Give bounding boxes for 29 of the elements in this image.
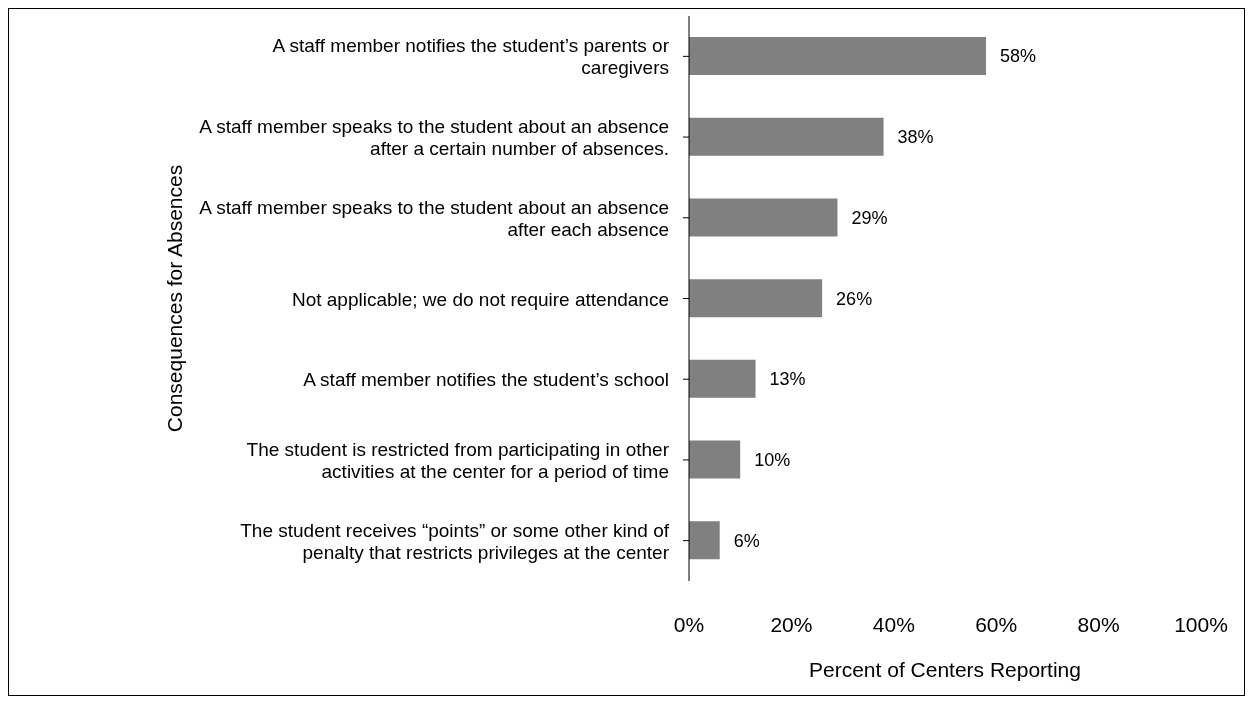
- bar: [689, 37, 986, 75]
- x-tick-label: 40%: [872, 612, 915, 636]
- bar: [689, 440, 741, 479]
- y-tick-label: A staff member notifies the student’s school: [303, 368, 669, 390]
- y-tick-label: A staff member speaks to the student about an absence after each absence: [199, 196, 669, 240]
- y-tick-label: A staff member speaks to the student about an absence after a certain number of absences.: [199, 115, 669, 159]
- x-tick-label: 0%: [673, 612, 705, 636]
- y-tick-label: The student is restricted from participating in other activities at the center for a period of time: [246, 438, 670, 482]
- x-tick-label: 20%: [770, 612, 813, 636]
- bar: [689, 521, 720, 560]
- bar: [689, 117, 884, 156]
- x-tick-label: 60%: [975, 612, 1018, 636]
- y-axis-title: Consequences for Absences: [163, 164, 187, 433]
- x-axis-title: Percent of Centers Reporting: [809, 658, 1081, 681]
- data-label: 26%: [836, 288, 873, 309]
- data-label: 58%: [999, 46, 1036, 67]
- y-tick-label: Not applicable; we do not require attendance: [291, 288, 669, 309]
- y-tick-label: The student receives “points” or some other kind of penalty that restricts privileges at the center: [240, 519, 670, 563]
- data-label: 6%: [733, 530, 760, 551]
- data-label: 38%: [897, 127, 934, 148]
- bar: [689, 279, 823, 318]
- data-label: 29%: [851, 207, 888, 228]
- bar: [689, 359, 756, 398]
- data-label: 13%: [769, 369, 806, 390]
- data-label: 10%: [754, 449, 791, 470]
- y-tick-label: A staff member notifies the student’s parents or caregivers: [272, 34, 670, 78]
- x-tick-label: 80%: [1077, 612, 1120, 636]
- bar: [689, 198, 838, 237]
- x-tick-label: 100%: [1174, 612, 1228, 636]
